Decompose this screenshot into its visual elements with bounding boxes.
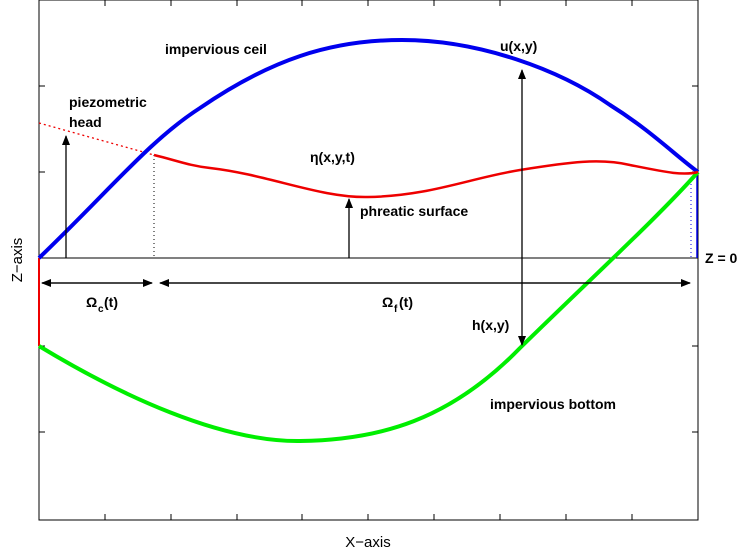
omega-f-label: Ω f (t) [382,294,413,315]
eta-label: η(x,y,t) [310,149,355,165]
svg-text:(t): (t) [104,294,118,310]
svg-text:(t): (t) [399,294,413,310]
svg-text:f: f [394,304,398,315]
z-axis-label: Z−axis [9,238,26,283]
impervious-ceil-label: impervious ceil [165,41,267,57]
phreatic-curve [153,153,699,199]
h-label: h(x,y) [472,317,509,333]
svg-text:Ω: Ω [382,294,393,310]
omega-c-label: Ω c (t) [86,294,118,315]
plot-frame [38,0,699,521]
u-label: u(x,y) [500,38,537,54]
phreatic-surface-label: phreatic surface [360,203,468,219]
bottom-curve [37,170,700,444]
tick-marks [39,0,698,520]
z0-label: Z = 0 [705,250,738,266]
impervious-bottom-label: impervious bottom [490,396,616,412]
x-axis-label: X−axis [345,534,390,551]
piezometric-label: piezometric [69,94,147,110]
ceil-curve [37,37,700,260]
svg-text:c: c [98,304,104,315]
svg-text:Ω: Ω [86,294,97,310]
head-label: head [69,114,102,130]
